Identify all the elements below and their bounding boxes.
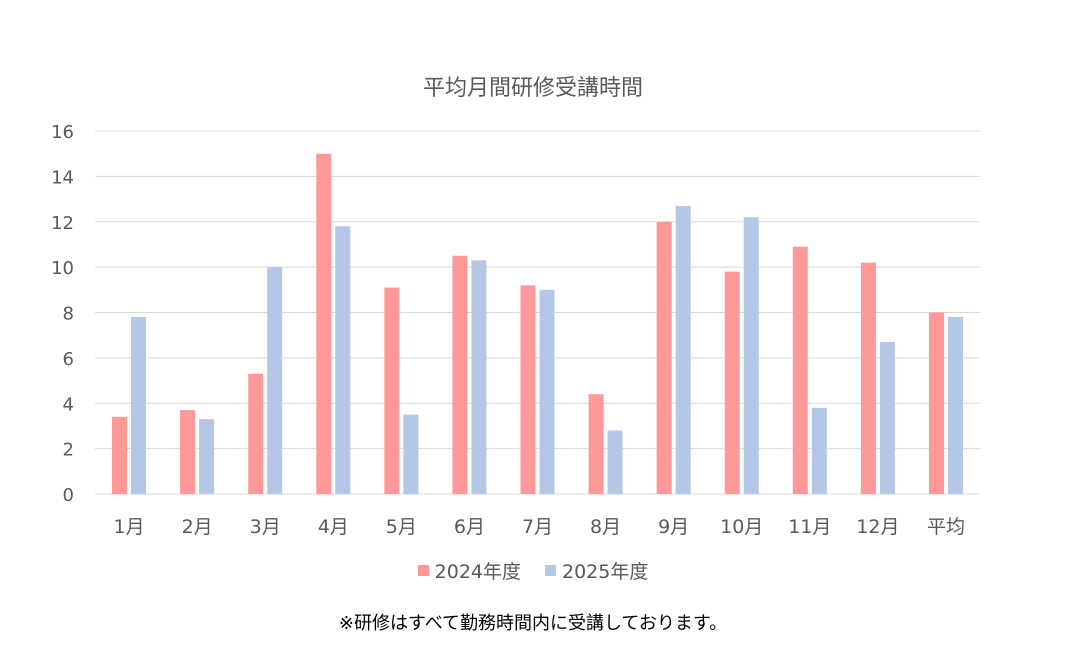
x-tick-label: 平均 — [927, 516, 965, 538]
x-tick-label: 10月 — [720, 516, 763, 538]
bar-2024-5 — [384, 287, 400, 494]
bar-2025-5 — [403, 414, 419, 494]
y-tick-label: 8 — [63, 304, 74, 325]
x-tick-label: 9月 — [658, 516, 689, 538]
bar-2024-9 — [656, 221, 672, 494]
x-tick-label: 7月 — [522, 516, 553, 538]
y-tick-label: 2 — [63, 440, 74, 461]
bar-2025-2 — [199, 419, 215, 494]
bar-2024-12 — [860, 262, 876, 494]
bar-2024-13 — [928, 312, 944, 494]
legend-label-2025: 2025年度 — [562, 561, 649, 583]
y-tick-label: 0 — [63, 485, 74, 506]
legend: 2024年度 2025年度 — [0, 557, 1066, 584]
bar-2025-4 — [335, 226, 351, 494]
x-tick-label: 11月 — [788, 516, 831, 538]
bar-2025-12 — [879, 341, 895, 494]
x-tick-label: 5月 — [386, 516, 417, 538]
bar-2025-9 — [675, 205, 691, 494]
legend-swatch-2025 — [545, 565, 556, 576]
bar-2025-1 — [131, 317, 147, 494]
bar-2025-11 — [811, 407, 827, 494]
y-tick-label: 6 — [63, 349, 74, 370]
x-tick-label: 4月 — [318, 516, 349, 538]
bar-2025-6 — [471, 260, 487, 494]
legend-item-2025: 2025年度 — [545, 557, 648, 584]
bar-2025-10 — [743, 217, 759, 494]
y-tick-label: 16 — [51, 122, 74, 143]
bar-2024-8 — [588, 394, 604, 494]
bar-2025-3 — [267, 267, 283, 494]
chart-title: 平均月間研修受講時間 — [422, 76, 643, 101]
x-tick-label: 1月 — [113, 516, 144, 538]
bar-2024-1 — [112, 416, 128, 494]
bar-2024-6 — [452, 255, 468, 494]
legend-label-2024: 2024年度 — [434, 561, 521, 583]
bar-2024-2 — [180, 410, 196, 494]
x-tick-label: 12月 — [856, 516, 899, 538]
bar-2024-3 — [248, 373, 264, 494]
legend-swatch-2024 — [417, 565, 429, 576]
bar-2025-13 — [947, 317, 963, 494]
y-tick-label: 4 — [63, 394, 74, 415]
x-tick-label: 8月 — [590, 516, 621, 538]
legend-item-2024: 2024年度 — [417, 557, 521, 584]
x-tick-label: 3月 — [250, 516, 281, 538]
bar-2025-8 — [607, 430, 623, 494]
footnote: ※研修はすべて勤務時間内に受講しております。 — [338, 613, 728, 634]
bar-2025-7 — [539, 289, 555, 494]
y-tick-label: 12 — [51, 213, 74, 234]
bar-2024-4 — [316, 153, 332, 494]
x-tick-label: 2月 — [182, 516, 213, 538]
x-tick-label: 6月 — [454, 516, 485, 538]
bar-2024-7 — [520, 285, 536, 494]
y-tick-label: 14 — [51, 167, 74, 188]
bar-2024-11 — [792, 246, 808, 494]
bar-2024-10 — [724, 271, 740, 494]
y-tick-label: 10 — [51, 258, 74, 279]
